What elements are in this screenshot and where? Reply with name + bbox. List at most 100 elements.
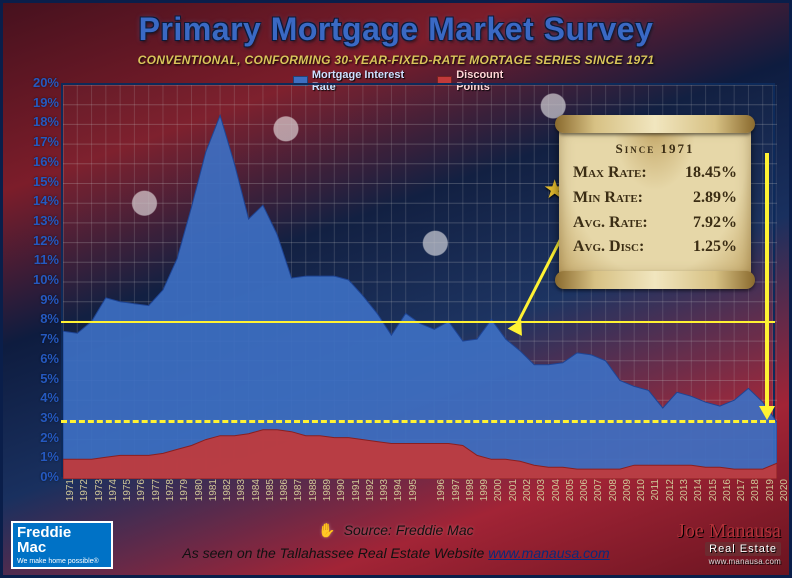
x-tick-label: 2003 bbox=[536, 479, 547, 507]
y-tick-label: 11% bbox=[23, 252, 59, 267]
freddie-line1: Freddie bbox=[17, 525, 107, 540]
x-tick-label: 2004 bbox=[551, 479, 562, 507]
x-tick-label: 1987 bbox=[293, 479, 304, 507]
y-tick-label: 8% bbox=[23, 311, 59, 326]
scroll-heading: Since 1971 bbox=[573, 141, 737, 157]
stats-scroll: Since 1971 Max Rate: 18.45% Min Rate: 2.… bbox=[559, 127, 751, 277]
x-tick-label: 1981 bbox=[208, 479, 219, 507]
scroll-row-disc: Avg. Disc: 1.25% bbox=[573, 235, 737, 260]
x-tick-label: 2001 bbox=[508, 479, 519, 507]
x-tick-label: 1975 bbox=[122, 479, 133, 507]
y-tick-label: 18% bbox=[23, 114, 59, 129]
scroll-label: Avg. Rate: bbox=[573, 211, 648, 236]
x-tick-label: 2014 bbox=[693, 479, 704, 507]
hand-icon: ✋ bbox=[318, 522, 335, 538]
y-tick-label: 0% bbox=[23, 469, 59, 484]
x-tick-label: 2015 bbox=[708, 479, 719, 507]
y-tick-label: 19% bbox=[23, 95, 59, 110]
y-tick-label: 7% bbox=[23, 331, 59, 346]
y-tick-label: 2% bbox=[23, 430, 59, 445]
x-tick-label: 1990 bbox=[336, 479, 347, 507]
scroll-value: 1.25% bbox=[693, 235, 737, 260]
y-tick-label: 9% bbox=[23, 292, 59, 307]
y-tick-label: 16% bbox=[23, 154, 59, 169]
x-tick-label: 2019 bbox=[765, 479, 776, 507]
x-tick-label: 1989 bbox=[322, 479, 333, 507]
x-tick-label: 2011 bbox=[650, 479, 661, 507]
x-tick-label: 1988 bbox=[308, 479, 319, 507]
seen-prefix: As seen on the Tallahassee Real Estate W… bbox=[182, 545, 488, 561]
scroll-row-max: Max Rate: 18.45% bbox=[573, 161, 737, 186]
x-tick-label: 1971 bbox=[65, 479, 76, 507]
x-tick-label: 2020 bbox=[779, 479, 790, 507]
x-tick-label: 1992 bbox=[365, 479, 376, 507]
x-tick-label: 1983 bbox=[236, 479, 247, 507]
x-tick-label: 2006 bbox=[579, 479, 590, 507]
now-arrow-head bbox=[759, 406, 775, 420]
y-tick-label: 17% bbox=[23, 134, 59, 149]
scroll-label: Max Rate: bbox=[573, 161, 647, 186]
freddie-mac-logo: Freddie Mac We make home possible® bbox=[11, 521, 113, 569]
x-tick-label: 1972 bbox=[79, 479, 90, 507]
source-name: Freddie Mac bbox=[396, 522, 474, 538]
scroll-value: 7.92% bbox=[693, 211, 737, 236]
x-tick-label: 2007 bbox=[593, 479, 604, 507]
x-tick-label: 1995 bbox=[408, 479, 419, 507]
seen-link[interactable]: www.manausa.com bbox=[488, 545, 609, 561]
y-tick-label: 1% bbox=[23, 449, 59, 464]
x-tick-label: 2005 bbox=[565, 479, 576, 507]
joe-line1: Joe Manausa bbox=[661, 523, 781, 539]
now-arrow-line bbox=[765, 153, 769, 410]
x-tick-label: 2002 bbox=[522, 479, 533, 507]
y-tick-label: 15% bbox=[23, 174, 59, 189]
x-tick-label: 1984 bbox=[251, 479, 262, 507]
chart-frame: Primary Mortgage Market Survey CONVENTIO… bbox=[0, 0, 792, 578]
x-tick-label: 1980 bbox=[194, 479, 205, 507]
scroll-label: Avg. Disc: bbox=[573, 235, 644, 260]
scroll-row-avg: Avg. Rate: 7.92% bbox=[573, 211, 737, 236]
chart-title: Primary Mortgage Market Survey bbox=[3, 11, 789, 48]
x-tick-label: 2000 bbox=[493, 479, 504, 507]
scroll-row-min: Min Rate: 2.89% bbox=[573, 186, 737, 211]
x-tick-label: 1994 bbox=[393, 479, 404, 507]
x-tick-label: 1993 bbox=[379, 479, 390, 507]
x-tick-label: 2017 bbox=[736, 479, 747, 507]
x-tick-label: 2008 bbox=[608, 479, 619, 507]
y-tick-label: 14% bbox=[23, 193, 59, 208]
y-tick-label: 3% bbox=[23, 410, 59, 425]
x-tick-label: 2012 bbox=[665, 479, 676, 507]
y-tick-label: 10% bbox=[23, 272, 59, 287]
y-tick-label: 20% bbox=[23, 75, 59, 90]
x-tick-label: 1986 bbox=[279, 479, 290, 507]
x-tick-label: 2018 bbox=[750, 479, 761, 507]
x-tick-label: 2009 bbox=[622, 479, 633, 507]
x-tick-label: 1979 bbox=[179, 479, 190, 507]
x-tick-label: 1991 bbox=[351, 479, 362, 507]
chart-subtitle: CONVENTIONAL, CONFORMING 30-YEAR-FIXED-R… bbox=[3, 53, 789, 67]
freddie-tagline: We make home possible® bbox=[17, 558, 107, 565]
x-tick-label: 1998 bbox=[465, 479, 476, 507]
x-tick-label: 2016 bbox=[722, 479, 733, 507]
x-tick-label: 1997 bbox=[451, 479, 462, 507]
x-tick-label: 1976 bbox=[136, 479, 147, 507]
joe-manausa-logo: Joe Manausa Real Estate www.manausa.com bbox=[661, 523, 781, 569]
x-tick-label: 1974 bbox=[108, 479, 119, 507]
freddie-line2: Mac bbox=[17, 540, 107, 555]
joe-line3: www.manausa.com bbox=[661, 557, 781, 566]
x-tick-label: 1996 bbox=[436, 479, 447, 507]
x-tick-label: 1973 bbox=[94, 479, 105, 507]
scroll-label: Min Rate: bbox=[573, 186, 643, 211]
source-prefix: Source: bbox=[344, 522, 396, 538]
x-tick-label: 1978 bbox=[165, 479, 176, 507]
x-tick-label: 2013 bbox=[679, 479, 690, 507]
y-tick-label: 5% bbox=[23, 371, 59, 386]
scroll-value: 18.45% bbox=[685, 161, 737, 186]
min-rate-line bbox=[61, 420, 775, 423]
y-tick-label: 13% bbox=[23, 213, 59, 228]
x-tick-label: 1999 bbox=[479, 479, 490, 507]
joe-line2: Real Estate bbox=[705, 542, 781, 556]
y-tick-label: 4% bbox=[23, 390, 59, 405]
x-tick-label: 1977 bbox=[151, 479, 162, 507]
avg-rate-line bbox=[61, 321, 775, 323]
y-tick-label: 12% bbox=[23, 233, 59, 248]
